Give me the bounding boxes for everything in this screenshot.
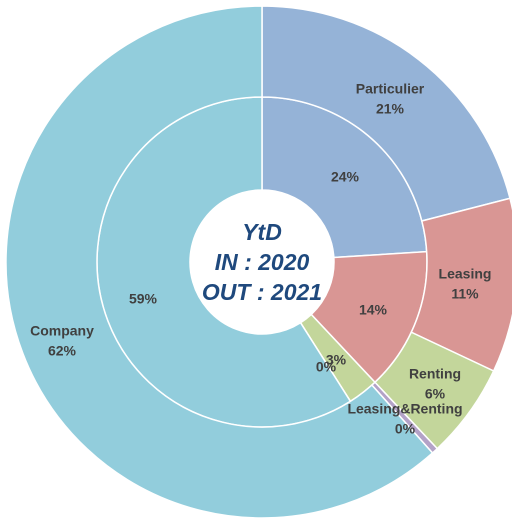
center-series-name: IN : 2020	[215, 249, 310, 275]
labels: 24%14%3%0%59%Particulier21%Leasing11%Ren…	[30, 81, 491, 437]
data-label: 59%	[129, 291, 158, 307]
donut-segment	[5, 5, 434, 519]
data-label: 11%	[451, 286, 479, 302]
data-label: 3%	[326, 352, 347, 368]
data-label: 0%	[395, 421, 416, 437]
data-label: 24%	[331, 169, 360, 185]
category-label: Renting	[409, 366, 461, 382]
category-label: Leasing&Renting	[347, 401, 462, 417]
category-label: Leasing	[439, 266, 492, 282]
rings	[5, 5, 512, 519]
category-label: Company	[30, 323, 94, 339]
chart-title: YtD	[242, 219, 282, 245]
data-label: 14%	[359, 302, 388, 318]
donut-segment	[261, 5, 511, 222]
data-label: 0%	[316, 359, 337, 375]
data-label: 62%	[48, 343, 77, 359]
center-hole	[190, 190, 334, 334]
category-label: Particulier	[356, 81, 425, 97]
data-label: 21%	[376, 101, 405, 117]
center-series-name: OUT : 2021	[202, 279, 322, 305]
data-label: 6%	[425, 386, 446, 402]
